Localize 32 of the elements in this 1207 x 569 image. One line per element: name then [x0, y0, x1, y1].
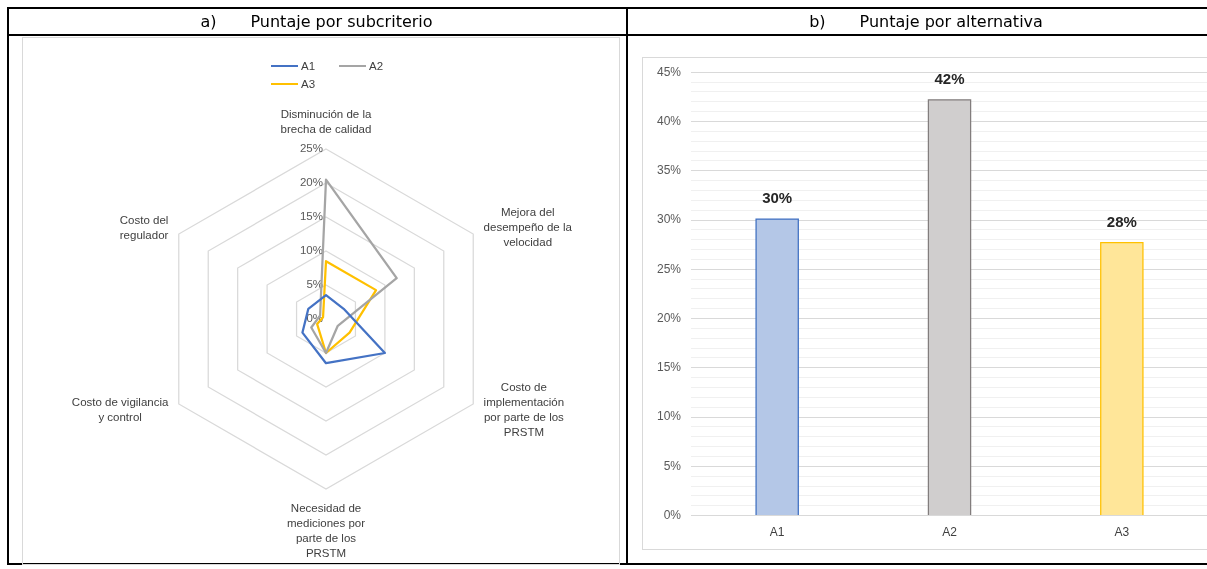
y-tick-label: 45%: [656, 64, 682, 79]
chart-title: a) Puntaje por subcriterio: [200, 12, 433, 31]
y-tick-label: 20%: [656, 310, 682, 325]
y-tick-label: 35%: [656, 163, 682, 178]
x-tick-label: A3: [1114, 525, 1130, 540]
spoke-label: Costo de implementación por parte de los PRSTM: [483, 380, 565, 438]
y-tick-label: 20%: [299, 176, 323, 189]
data-label: 42%: [934, 69, 965, 87]
legend-label: A3: [301, 78, 316, 90]
y-tick-label: 5%: [306, 278, 323, 291]
y-tick-label: 15%: [656, 360, 682, 375]
chart-title: b) Puntaje por alternativa: [809, 12, 1043, 31]
spoke-label: Costo de vigilancia y control: [71, 395, 169, 423]
spoke-label: Mejora del desempeño de la velocidad: [483, 206, 573, 249]
y-tick-label: 25%: [656, 261, 682, 276]
x-tick-label: A2: [942, 525, 958, 540]
y-tick-label: 30%: [656, 212, 682, 227]
data-label: 30%: [762, 189, 793, 207]
spoke-label: Necesidad de mediciones por parte de los PRSTM: [287, 501, 366, 559]
y-tick-label: 15%: [299, 210, 323, 223]
y-tick-label: 10%: [656, 409, 682, 424]
legend-label: A2: [369, 60, 384, 72]
spoke-label: Disminución de la brecha de calidad: [280, 107, 372, 135]
y-tick-label: 40%: [656, 113, 682, 128]
data-label: 28%: [1106, 212, 1137, 230]
y-tick-label: 5%: [663, 458, 682, 473]
spoke-label: Costo del regulador: [119, 213, 169, 241]
y-tick-label: 25%: [299, 142, 323, 155]
y-tick-label: 0%: [663, 507, 682, 522]
y-tick-label: 10%: [299, 244, 323, 257]
legend-label: A1: [301, 60, 316, 72]
x-tick-label: A1: [769, 525, 785, 540]
